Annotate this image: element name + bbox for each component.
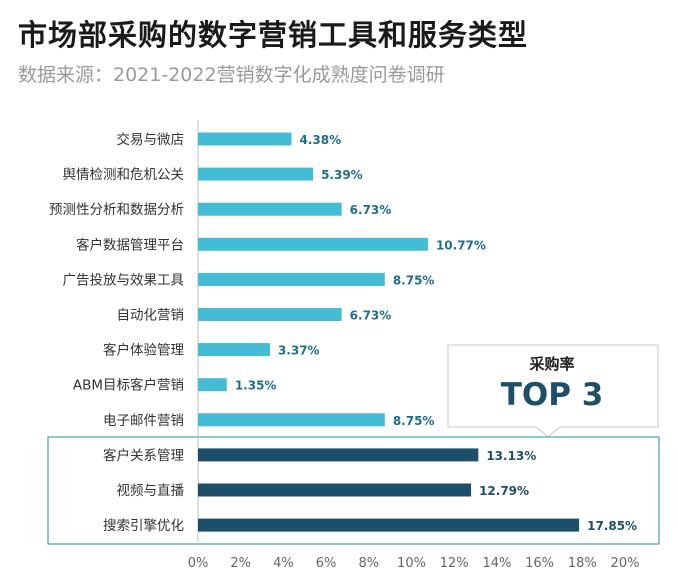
bar bbox=[198, 378, 227, 392]
bar bbox=[198, 202, 342, 216]
category-label: 电子邮件营销 bbox=[103, 413, 184, 429]
category-label: 搜索引擎优化 bbox=[103, 518, 184, 534]
x-tick-label: 6% bbox=[316, 556, 337, 571]
x-tick-label: 16% bbox=[525, 556, 554, 571]
bar bbox=[198, 483, 472, 497]
value-label: 8.75% bbox=[393, 414, 435, 428]
x-tick-label: 10% bbox=[397, 556, 426, 571]
callout-highlight: TOP 3 bbox=[500, 377, 604, 413]
bar bbox=[198, 167, 314, 181]
category-label: 自动化营销 bbox=[117, 308, 185, 324]
chart-title: 市场部采购的数字营销工具和服务类型 bbox=[18, 18, 529, 52]
value-label: 12.79% bbox=[479, 484, 529, 498]
bar bbox=[198, 272, 385, 286]
bar bbox=[198, 518, 580, 532]
category-label: 客户数据管理平台 bbox=[76, 236, 184, 253]
bar bbox=[198, 343, 270, 357]
x-tick-label: 14% bbox=[482, 556, 511, 571]
category-label: 客户关系管理 bbox=[103, 447, 184, 464]
highlight-frame bbox=[47, 436, 660, 545]
value-label: 1.35% bbox=[235, 379, 277, 393]
value-label: 3.37% bbox=[278, 344, 320, 358]
category-label: 广告投放与效果工具 bbox=[63, 272, 185, 288]
value-label: 8.75% bbox=[393, 273, 435, 287]
bar bbox=[198, 413, 385, 427]
category-label: 视频与直播 bbox=[117, 483, 185, 499]
x-tick-label: 2% bbox=[230, 556, 251, 571]
value-label: 4.38% bbox=[300, 133, 342, 147]
value-label: 13.13% bbox=[486, 449, 536, 463]
callout-box bbox=[447, 344, 659, 438]
chart-subtitle: 数据来源：2021-2022营销数字化成熟度问卷调研 bbox=[18, 64, 445, 86]
bar bbox=[198, 448, 479, 462]
value-label: 6.73% bbox=[350, 309, 392, 323]
value-label: 6.73% bbox=[350, 203, 392, 217]
category-label: ABM目标客户营销 bbox=[73, 377, 184, 394]
callout-title: 采购率 bbox=[529, 355, 575, 373]
bar bbox=[198, 237, 428, 251]
x-tick-label: 8% bbox=[358, 556, 379, 571]
category-label: 交易与微店 bbox=[117, 131, 185, 148]
category-label: 舆情检测和危机公关 bbox=[63, 167, 185, 183]
value-label: 17.85% bbox=[587, 519, 637, 533]
bar bbox=[198, 132, 292, 146]
value-label: 5.39% bbox=[321, 168, 363, 182]
value-label: 10.77% bbox=[436, 238, 486, 252]
x-tick-label: 4% bbox=[273, 556, 294, 571]
x-tick-label: 20% bbox=[611, 556, 640, 571]
x-tick-label: 18% bbox=[568, 556, 597, 571]
x-tick-label: 12% bbox=[440, 556, 469, 571]
category-label: 预测性分析和数据分析 bbox=[49, 202, 184, 218]
category-label: 客户体验管理 bbox=[103, 342, 184, 359]
bar bbox=[198, 308, 342, 321]
x-tick-label: 0% bbox=[188, 556, 209, 571]
